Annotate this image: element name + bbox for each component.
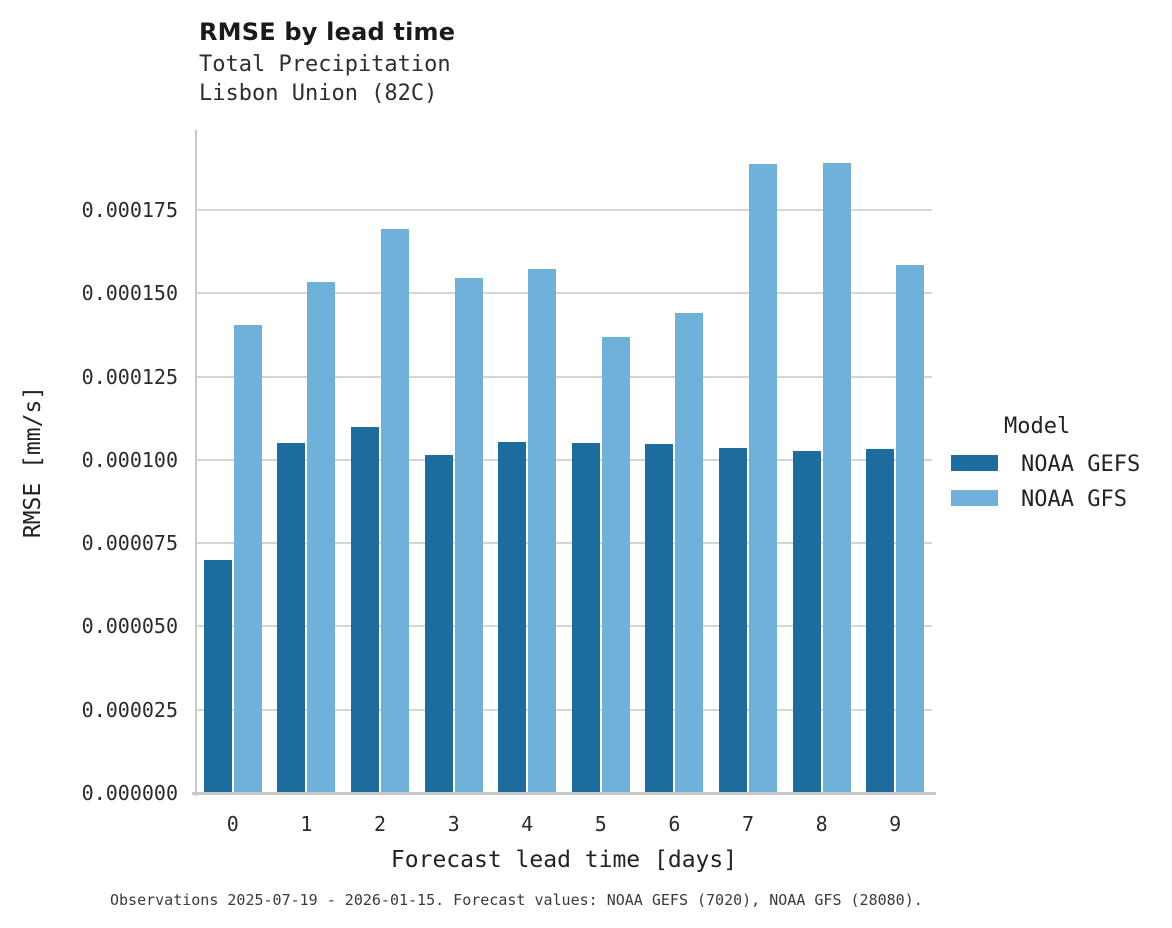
bar-noaa-gefs-lead-0 <box>203 559 232 793</box>
bar-noaa-gfs-lead-0 <box>233 324 262 793</box>
bar-noaa-gfs-lead-9 <box>896 264 925 793</box>
x-tick-label-8: 8 <box>815 812 828 836</box>
bar-noaa-gefs-lead-9 <box>866 448 895 793</box>
legend-label-noaa-gefs: NOAA GEFS <box>1021 452 1141 477</box>
bar-noaa-gefs-lead-5 <box>571 443 600 793</box>
y-axis-label: RMSE [mm/s] <box>20 385 46 539</box>
bar-noaa-gefs-lead-2 <box>351 426 379 793</box>
gridline-0.0001 <box>196 458 932 461</box>
bar-noaa-gfs-lead-6 <box>675 313 704 793</box>
chart-subtitle-variable: Total Precipitation <box>199 52 451 77</box>
y-tick-label-0.000100: 0.000100 <box>81 447 178 472</box>
x-tick-label-6: 6 <box>668 812 681 836</box>
x-tick-label-3: 3 <box>447 812 460 836</box>
y-tick-label-0.000125: 0.000125 <box>81 364 178 389</box>
bar-noaa-gefs-lead-1 <box>277 443 306 793</box>
y-tick-label-0.000000: 0.000000 <box>81 781 178 805</box>
chart-subtitle-location: Lisbon Union (82C) <box>199 81 438 106</box>
legend-swatch-noaa-gfs <box>951 490 998 506</box>
x-tick-label-2: 2 <box>373 812 387 836</box>
x-tick-label-4: 4 <box>521 812 534 836</box>
x-tick-label-5: 5 <box>594 812 607 836</box>
bar-noaa-gefs-lead-8 <box>792 450 821 793</box>
legend-title: Model <box>1004 414 1071 439</box>
bar-noaa-gefs-lead-4 <box>498 441 527 793</box>
bar-noaa-gfs-lead-2 <box>381 229 409 793</box>
bar-noaa-gfs-lead-7 <box>749 164 777 793</box>
y-axis-spine <box>195 130 197 796</box>
bar-noaa-gfs-lead-8 <box>822 162 851 793</box>
x-axis-line <box>192 792 936 795</box>
chart-title: RMSE by lead time <box>199 18 456 46</box>
footer-caption: Observations 2025-07-19 - 2026-01-15. Fo… <box>110 891 923 909</box>
y-tick-labels: 0.000000 0.000025 0.000050 0.000075 0.000100… <box>8 130 178 805</box>
x-tick-labels: 0 1 2 3 4 5 6 7 8 9 <box>196 812 932 842</box>
gridline-0.00015 <box>196 292 932 295</box>
y-tick-label-0.000050: 0.000050 <box>81 614 178 639</box>
gridline-0.000075 <box>196 542 932 545</box>
y-tick-label-0.000150: 0.000150 <box>81 281 178 306</box>
gridline-0.000125 <box>196 375 932 378</box>
bar-noaa-gfs-lead-5 <box>601 336 630 793</box>
x-tick-label-7: 7 <box>741 812 755 836</box>
bar-noaa-gfs-lead-3 <box>454 278 483 793</box>
gridline-0.00005 <box>196 625 932 628</box>
y-tick-label-0.000075: 0.000075 <box>81 531 178 556</box>
x-axis-label: Forecast lead time [days] <box>390 847 738 873</box>
plot-area <box>196 130 932 793</box>
bar-noaa-gfs-lead-1 <box>307 281 336 793</box>
bar-noaa-gefs-lead-6 <box>645 443 674 793</box>
bar-noaa-gefs-lead-7 <box>719 447 747 793</box>
x-tick-label-1: 1 <box>300 812 313 836</box>
gridline-0.000175 <box>196 208 932 211</box>
legend-swatch-noaa-gefs <box>951 455 998 471</box>
bar-noaa-gefs-lead-3 <box>424 454 453 793</box>
legend-label-noaa-gfs: NOAA GFS <box>1021 487 1127 512</box>
bar-noaa-gfs-lead-4 <box>528 269 557 793</box>
y-tick-label-0.000175: 0.000175 <box>81 197 178 222</box>
y-tick-label-0.000025: 0.000025 <box>81 697 178 722</box>
gridline-0.000025 <box>196 708 932 711</box>
x-tick-label-0: 0 <box>226 812 239 836</box>
x-tick-label-9: 9 <box>889 812 902 836</box>
